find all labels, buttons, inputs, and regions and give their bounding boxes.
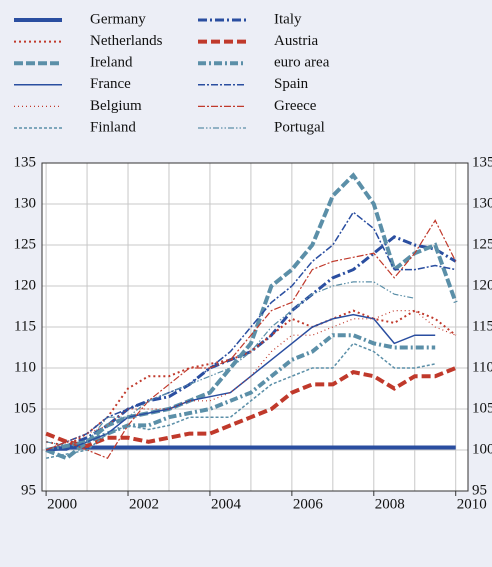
legend-label: Austria (274, 33, 319, 49)
series-line (45, 342, 436, 459)
y2-tick-label: 105 (472, 400, 492, 416)
y-tick-label: 100 (14, 441, 37, 457)
y2-tick-label: 110 (472, 359, 492, 375)
y-tick-label: 95 (21, 482, 36, 498)
y-tick-label: 130 (14, 195, 37, 211)
y2-tick-label: 125 (472, 236, 492, 252)
x-tick-label: 2010 (457, 496, 487, 512)
legend-label: Greece (274, 98, 317, 114)
x-tick-label: 2000 (47, 496, 77, 512)
legend-label: euro area (274, 55, 330, 71)
series-line (46, 313, 436, 451)
legend-label: Italy (274, 11, 302, 27)
y2-tick-label: 120 (472, 277, 492, 293)
series-line (45, 309, 457, 447)
legend-label: Ireland (90, 55, 133, 71)
series-line (45, 211, 456, 451)
y-tick-label: 120 (14, 277, 37, 293)
y-tick-label: 115 (14, 318, 36, 334)
plot-frame (41, 162, 469, 492)
legend-label: Belgium (90, 98, 142, 114)
series-line (45, 172, 458, 461)
legend-label: Germany (90, 11, 146, 27)
x-tick-label: 2002 (129, 496, 159, 512)
series-line (45, 366, 457, 448)
y2-tick-label: 135 (472, 154, 492, 170)
series-line (45, 310, 456, 451)
legend-label: Finland (90, 119, 136, 135)
legend-label: France (90, 76, 131, 92)
y-tick-label: 135 (14, 154, 37, 170)
series-line (45, 281, 415, 447)
y2-tick-label: 130 (472, 195, 492, 211)
series-line (45, 219, 457, 459)
x-tick-label: 2008 (375, 496, 405, 512)
y-tick-label: 125 (14, 236, 37, 252)
y2-tick-label: 115 (472, 318, 492, 334)
series-line (45, 235, 457, 452)
legend-label: Netherlands (90, 33, 163, 49)
x-tick-label: 2004 (211, 496, 242, 512)
y2-tick-label: 95 (472, 482, 487, 498)
x-tick-label: 2006 (293, 496, 324, 512)
y-tick-label: 105 (14, 400, 37, 416)
y-tick-label: 110 (14, 359, 36, 375)
y2-tick-label: 100 (472, 441, 492, 457)
legend-label: Portugal (274, 119, 325, 135)
legend-label: Spain (274, 76, 309, 92)
